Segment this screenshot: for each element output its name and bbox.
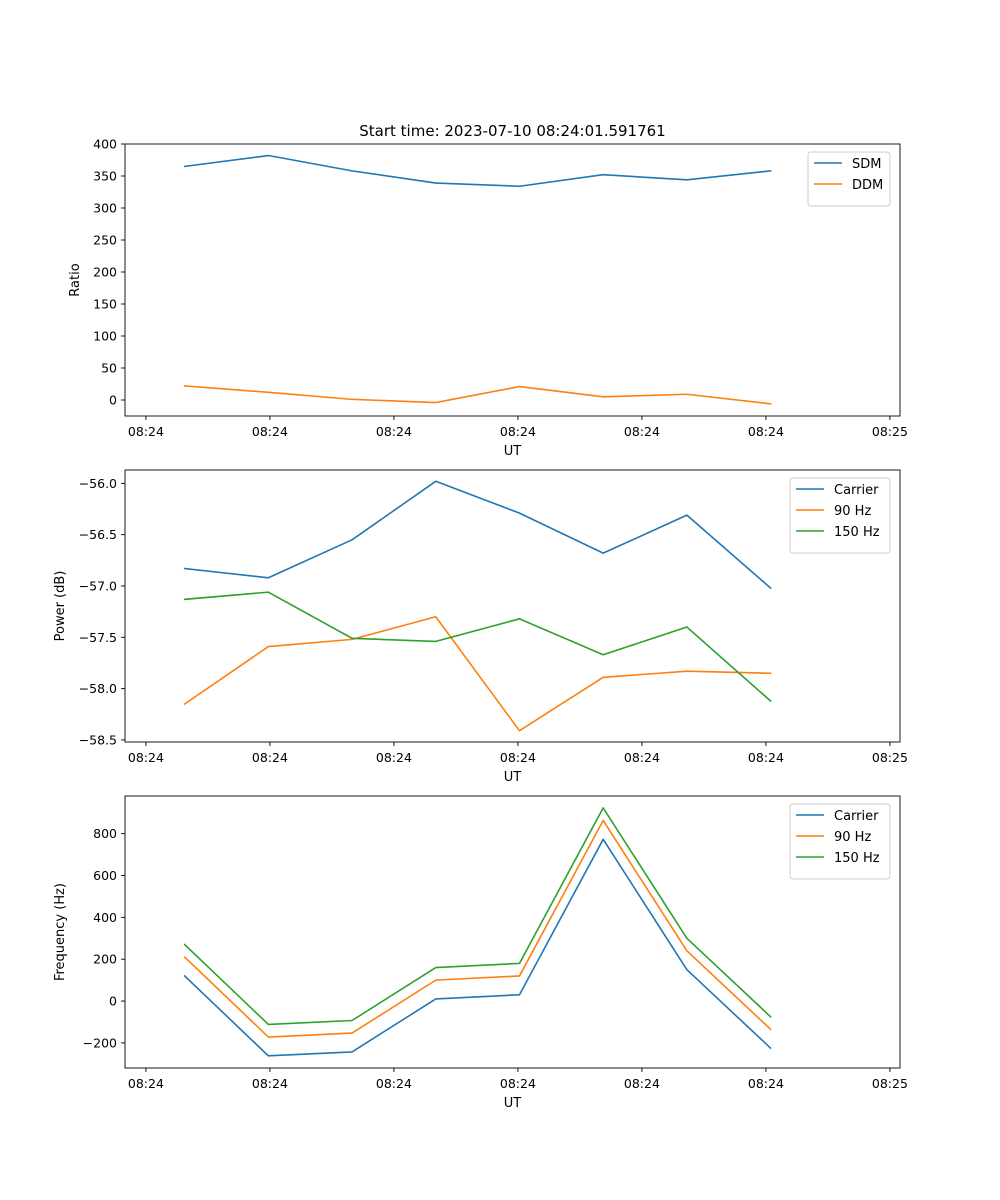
series-line-150-hz — [183, 807, 772, 1026]
legend-box — [789, 477, 891, 554]
y-tick-label: 600 — [93, 868, 117, 883]
axes-frame — [124, 469, 901, 743]
x-tick-label: 08:24 — [128, 750, 164, 765]
x-tick-label: 08:24 — [748, 750, 784, 765]
x-tick-label: 08:24 — [748, 424, 784, 439]
legend-label: Carrier — [834, 809, 879, 824]
x-tick-label: 08:24 — [500, 1076, 536, 1091]
x-tick-label: 08:24 — [376, 424, 412, 439]
y-tick-label: 200 — [93, 265, 117, 280]
x-tick-label: 08:25 — [872, 1076, 908, 1091]
x-tick-label: 08:24 — [376, 750, 412, 765]
legend: Carrier 90 Hz 150 Hz — [789, 477, 891, 554]
y-axis-label: Ratio — [68, 263, 83, 296]
legend-label: Carrier — [834, 483, 879, 498]
x-tick-label: 08:24 — [376, 1076, 412, 1091]
y-tick-label: 350 — [93, 169, 117, 184]
y-tick-label: −58.0 — [79, 681, 117, 696]
x-tick-label: 08:24 — [252, 750, 288, 765]
series-line-carrier — [183, 480, 772, 590]
chart-panel-1: 08:24 08:24 08:24 08:24 08:24 08:24 08:25 0 50 10… — [68, 137, 908, 460]
y-tick-label: 50 — [101, 361, 117, 376]
y-tick-label: −56.5 — [79, 527, 117, 542]
legend-box — [807, 151, 891, 207]
y-tick-label: 0 — [109, 393, 117, 408]
x-axis-label: UT — [504, 770, 522, 785]
axes-frame — [124, 795, 901, 1069]
x-tick-label: 08:24 — [128, 424, 164, 439]
series-line-sdm — [183, 154, 772, 188]
series-line-90-hz — [183, 819, 772, 1038]
x-tick-label: 08:24 — [128, 1076, 164, 1091]
legend: Carrier 90 Hz 150 Hz — [789, 803, 891, 880]
x-tick-label: 08:24 — [500, 424, 536, 439]
series-line-ddm — [183, 385, 772, 405]
y-tick-label: −58.5 — [79, 732, 117, 747]
y-tick-label: −57.0 — [79, 578, 117, 593]
legend-label: DDM — [852, 178, 883, 193]
legend-box — [789, 803, 891, 880]
x-tick-label: 08:24 — [624, 424, 660, 439]
series-line-150-hz — [183, 591, 772, 703]
y-tick-label: 400 — [93, 137, 117, 152]
y-tick-label: 200 — [93, 952, 117, 967]
y-tick-label: 400 — [93, 910, 117, 925]
series-line-carrier — [183, 838, 772, 1057]
y-tick-label: 300 — [93, 201, 117, 216]
x-tick-label: 08:24 — [252, 1076, 288, 1091]
x-axis-label: UT — [504, 1096, 522, 1111]
x-tick-label: 08:24 — [748, 1076, 784, 1091]
y-tick-label: −57.5 — [79, 630, 117, 645]
x-tick-label: 08:25 — [872, 750, 908, 765]
y-axis-label: Frequency (Hz) — [53, 883, 68, 981]
legend-label: 150 Hz — [834, 851, 880, 866]
y-tick-label: 0 — [109, 994, 117, 1009]
chart-panel-3: 08:24 08:24 08:24 08:24 08:24 08:24 08:25 −200 0… — [53, 795, 908, 1111]
x-tick-label: 08:25 — [872, 424, 908, 439]
y-tick-label: −56.0 — [79, 476, 117, 491]
x-tick-label: 08:24 — [500, 750, 536, 765]
y-tick-label: 250 — [93, 233, 117, 248]
y-axis-label: Power (dB) — [53, 571, 68, 642]
legend-label: SDM — [852, 157, 881, 172]
axes-frame — [124, 143, 901, 417]
y-tick-label: 800 — [93, 826, 117, 841]
x-tick-label: 08:24 — [624, 750, 660, 765]
x-axis-label: UT — [504, 444, 522, 459]
legend: SDM DDM — [807, 151, 891, 207]
y-tick-label: 150 — [93, 297, 117, 312]
legend-label: 90 Hz — [834, 830, 871, 845]
y-tick-label: −200 — [83, 1035, 117, 1050]
legend-label: 150 Hz — [834, 525, 880, 540]
figure-title: Start time: 2023-07-10 08:24:01.591761 — [359, 122, 665, 140]
y-tick-label: 100 — [93, 329, 117, 344]
chart-panel-2: 08:24 08:24 08:24 08:24 08:24 08:24 08:25 −56.0… — [53, 469, 908, 785]
series-line-90-hz — [183, 615, 772, 732]
charts-container: 08:24 08:24 08:24 08:24 08:24 08:24 08:25 0 50 10… — [53, 137, 908, 1112]
legend-label: 90 Hz — [834, 504, 871, 519]
x-tick-label: 08:24 — [624, 1076, 660, 1091]
x-tick-label: 08:24 — [252, 424, 288, 439]
